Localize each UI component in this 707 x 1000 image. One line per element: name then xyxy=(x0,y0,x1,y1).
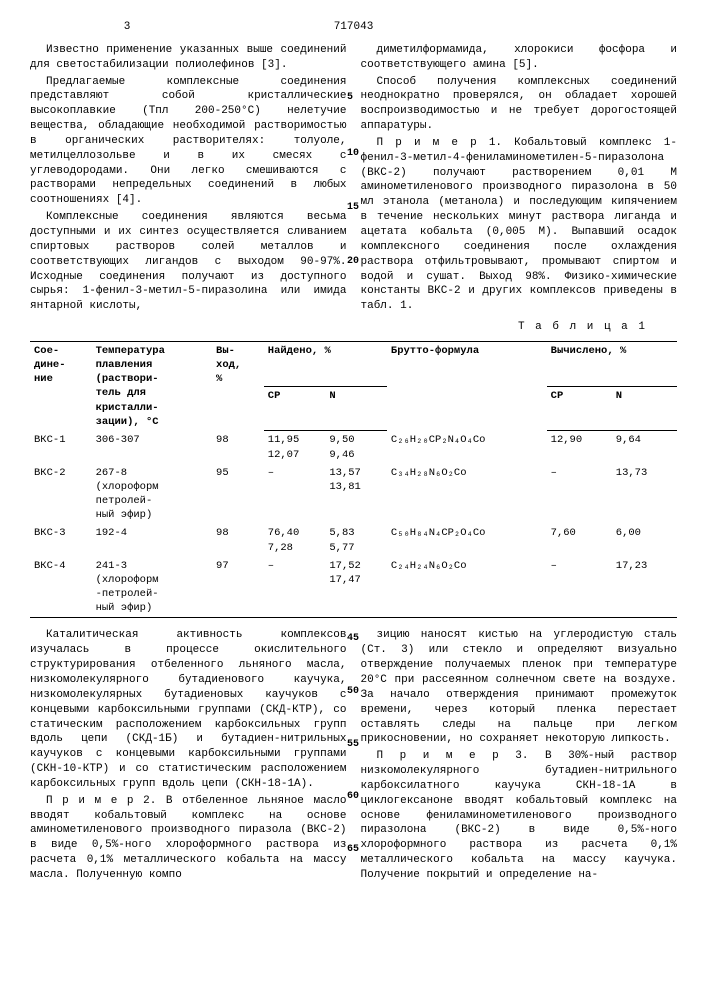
margin-line-5: 5 xyxy=(347,91,353,105)
table-row: ВКС-4241-3(хлороформ-петролей-ный эфир)9… xyxy=(30,557,677,618)
cell-name: ВКС-3 xyxy=(30,524,92,556)
bottom-columns: Каталитическая активность комплексов изу… xyxy=(30,628,677,884)
right-column-top: диметилформамида, хлорокиси фосфора и со… xyxy=(361,43,678,316)
cell-found_cp: 11,9512,07 xyxy=(264,431,326,464)
cell-found_cp: – xyxy=(264,464,326,525)
table-row: ВКС-3192-49876,407,285,835,77C₅₀H₈₄N₄CP₂… xyxy=(30,524,677,556)
cell-found_n: 13,5713,81 xyxy=(325,464,387,525)
para-l2-1: Каталитическая активность комплексов изу… xyxy=(30,628,347,791)
left-column-bottom: Каталитическая активность комплексов изу… xyxy=(30,628,347,884)
cell-found_n: 17,5217,47 xyxy=(325,557,387,618)
margin-line-55: 55 xyxy=(347,738,359,752)
cell-found_cp: 76,407,28 xyxy=(264,524,326,556)
th-found: Найдено, % xyxy=(264,341,387,386)
para-l3: Комплексные соединения являются весьма д… xyxy=(30,210,347,314)
para-r2: Способ получения комплексных соединений … xyxy=(361,75,678,134)
para-r2-1: зицию наносят кистью на углеродистую ста… xyxy=(361,628,678,747)
cell-yield: 95 xyxy=(212,464,264,525)
cell-calc_n: 13,73 xyxy=(612,464,677,525)
para-r3: П р и м е р 1. Кобальтовый комплекс 1-фе… xyxy=(361,136,678,314)
margin-line-45: 45 xyxy=(347,632,359,646)
left-column-top: Известно применение указанных выше соеди… xyxy=(30,43,347,316)
cell-found_n: 9,509,46 xyxy=(325,431,387,464)
table-caption: Т а б л и ц а 1 xyxy=(30,320,647,335)
table-row: ВКС-2267-8(хлороформпетролей-ный эфир)95… xyxy=(30,464,677,525)
cell-tmp: 192-4 xyxy=(92,524,212,556)
cell-tmp: 306-307 xyxy=(92,431,212,464)
margin-line-20: 20 xyxy=(347,255,359,269)
margin-line-10: 10 xyxy=(347,147,359,161)
cell-calc_cp: 7,60 xyxy=(547,524,612,556)
top-columns: Известно применение указанных выше соеди… xyxy=(30,43,677,316)
margin-line-50: 50 xyxy=(347,685,359,699)
table-row: ВКС-1306-3079811,9512,079,509,46C₂₆H₂₀CP… xyxy=(30,431,677,464)
cell-calc_n: 17,23 xyxy=(612,557,677,618)
cell-calc_n: 9,64 xyxy=(612,431,677,464)
cell-tmp: 241-3(хлороформ-петролей-ный эфир) xyxy=(92,557,212,618)
th-calc-n: N xyxy=(612,386,677,431)
margin-line-65: 65 xyxy=(347,843,359,857)
cell-formula: C₂₄H₂₄N₆O₂Co xyxy=(387,557,547,618)
th-melting: Температураплавления(раствори-тель длякр… xyxy=(92,341,212,431)
cell-name: ВКС-1 xyxy=(30,431,92,464)
cell-name: ВКС-4 xyxy=(30,557,92,618)
page-num-left: 3 xyxy=(30,20,224,35)
cell-calc_cp: 12,90 xyxy=(547,431,612,464)
th-calc: Вычислено, % xyxy=(547,341,677,386)
right-column-bottom: зицию наносят кистью на углеродистую ста… xyxy=(361,628,678,884)
page-num-right xyxy=(483,20,677,35)
para-r1: диметилформамида, хлорокиси фосфора и со… xyxy=(361,43,678,73)
cell-yield: 98 xyxy=(212,431,264,464)
doc-number: 717043 xyxy=(224,20,483,35)
th-formula: Брутто-формула xyxy=(387,341,547,431)
th-found-n: N xyxy=(325,386,387,431)
para-l2: Предлагаемые комплексные соединения пред… xyxy=(30,75,347,209)
para-l1: Известно применение указанных выше соеди… xyxy=(30,43,347,73)
cell-found_cp: – xyxy=(264,557,326,618)
margin-line-60: 60 xyxy=(347,790,359,804)
margin-line-15: 15 xyxy=(347,201,359,215)
cell-tmp: 267-8(хлороформпетролей-ный эфир) xyxy=(92,464,212,525)
cell-yield: 98 xyxy=(212,524,264,556)
cell-calc_cp: – xyxy=(547,557,612,618)
th-compound: Сое-дине-ние xyxy=(30,341,92,431)
page-header: 3 717043 xyxy=(30,20,677,35)
th-calc-cp: CP xyxy=(547,386,612,431)
cell-calc_n: 6,00 xyxy=(612,524,677,556)
table-body: ВКС-1306-3079811,9512,079,509,46C₂₆H₂₀CP… xyxy=(30,431,677,618)
cell-formula: C₃₄H₂₈N₆O₂Co xyxy=(387,464,547,525)
para-r2-2: П р и м е р 3. В 30%-ный раствор низкомо… xyxy=(361,749,678,883)
cell-formula: C₂₆H₂₀CP₂N₄O₄Co xyxy=(387,431,547,464)
cell-name: ВКС-2 xyxy=(30,464,92,525)
compounds-table: Сое-дине-ние Температураплавления(раство… xyxy=(30,341,677,619)
cell-yield: 97 xyxy=(212,557,264,618)
th-yield: Вы-ход,% xyxy=(212,341,264,431)
cell-found_n: 5,835,77 xyxy=(325,524,387,556)
cell-calc_cp: – xyxy=(547,464,612,525)
th-found-cp: CP xyxy=(264,386,326,431)
cell-formula: C₅₀H₈₄N₄CP₂O₄Co xyxy=(387,524,547,556)
para-l2-2: П р и м е р 2. В отбеленное льняное масл… xyxy=(30,794,347,883)
